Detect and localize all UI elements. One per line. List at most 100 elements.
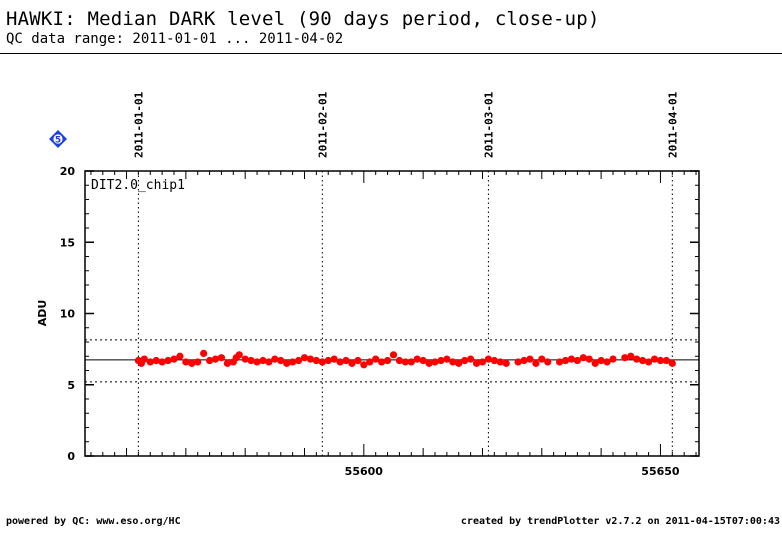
- y-tick-label: 5: [67, 379, 75, 392]
- data-point: [621, 354, 629, 362]
- data-point: [443, 355, 451, 363]
- data-point: [662, 356, 670, 365]
- data-point: [271, 355, 279, 363]
- data-point: [490, 356, 498, 365]
- data-point: [591, 359, 599, 367]
- data-point: [265, 358, 273, 366]
- header-rule: [0, 53, 782, 54]
- data-point: [241, 355, 249, 363]
- data-point: [223, 359, 231, 367]
- data-point: [668, 359, 676, 367]
- date-labels: 2011-01-01 2011-02-01 2011-03-01 2011-04-01: [132, 91, 679, 158]
- data-point: [585, 355, 593, 363]
- data-points: [134, 349, 676, 369]
- footer-created-by: created by trendPlotter v2.7.2 on 2011-0…: [460, 516, 780, 527]
- y-tick-label: 20: [60, 165, 76, 178]
- data-point: [312, 356, 320, 365]
- date-marker-label: 2011-01-01: [132, 91, 145, 158]
- data-point: [567, 355, 576, 363]
- data-point: [330, 355, 338, 363]
- data-point: [472, 359, 481, 367]
- data-point: [336, 358, 344, 366]
- data-point: [484, 355, 493, 363]
- data-point: [289, 358, 297, 366]
- data-point: [395, 356, 404, 365]
- data-point: [140, 355, 148, 363]
- x-tick-label: 55650: [641, 465, 680, 478]
- data-point: [324, 356, 332, 365]
- data-point: [425, 359, 433, 367]
- data-point: [579, 354, 587, 362]
- data-point: [354, 356, 362, 365]
- data-point: [372, 355, 380, 363]
- data-point: [235, 351, 243, 359]
- data-point: [544, 358, 552, 366]
- data-point: [478, 358, 487, 366]
- data-point: [431, 358, 439, 366]
- data-point: [152, 356, 160, 365]
- badge-number: 5: [55, 136, 61, 146]
- date-marker-label: 2011-02-01: [316, 91, 329, 158]
- date-marker-label: 2011-04-01: [666, 91, 679, 158]
- data-point: [419, 356, 427, 365]
- data-point: [413, 355, 421, 363]
- data-point: [526, 355, 534, 363]
- data-point: [496, 358, 504, 366]
- data-point: [455, 359, 463, 367]
- data-point: [158, 358, 166, 366]
- chart-title: HAWKI: Median DARK level (90 days period…: [6, 8, 600, 30]
- data-point: [205, 356, 214, 365]
- data-point: [170, 355, 178, 363]
- data-point: [253, 358, 261, 366]
- data-point: [200, 349, 208, 357]
- data-point: [342, 356, 350, 365]
- data-point: [633, 355, 641, 363]
- data-point: [532, 359, 540, 367]
- y-tick-label: 10: [60, 308, 76, 321]
- data-point: [461, 356, 469, 365]
- data-point: [644, 358, 653, 366]
- date-marker-label: 2011-03-01: [482, 91, 495, 158]
- data-point: [407, 358, 415, 366]
- data-point: [603, 358, 611, 366]
- data-range-subtitle: QC data range: 2011-01-01 ... 2011-04-02: [6, 31, 344, 47]
- data-point: [194, 358, 202, 366]
- data-point: [283, 359, 291, 367]
- y-tick-label: 0: [67, 450, 75, 463]
- axes: 0 5 10 15 20 55600 55650: [60, 165, 699, 478]
- data-point: [259, 356, 267, 365]
- data-point: [247, 356, 255, 365]
- data-point: [627, 352, 635, 360]
- data-point: [520, 356, 528, 365]
- data-point: [449, 358, 457, 366]
- y-tick-label: 15: [60, 236, 75, 249]
- data-point: [401, 358, 409, 366]
- data-point: [609, 355, 617, 363]
- y-axis-label: ADU: [36, 300, 49, 327]
- data-point: [514, 358, 522, 366]
- data-point: [164, 356, 172, 365]
- data-point: [360, 361, 368, 369]
- data-point: [294, 356, 303, 365]
- data-point: [366, 358, 374, 366]
- data-point: [597, 356, 605, 365]
- data-point: [383, 356, 392, 365]
- data-point: [467, 355, 475, 363]
- data-point: [656, 356, 665, 365]
- data-point: [639, 356, 647, 365]
- data-point: [300, 354, 309, 362]
- data-point: [538, 355, 546, 363]
- plot-frame: [84, 170, 700, 457]
- data-point: [306, 355, 315, 363]
- data-point: [389, 351, 398, 359]
- data-point: [318, 358, 326, 366]
- data-point: [561, 356, 570, 365]
- data-point: [502, 359, 510, 367]
- data-point: [650, 355, 659, 363]
- panel-label: DIT2.0_chip1: [91, 178, 185, 193]
- data-point: [188, 359, 196, 367]
- data-point: [378, 358, 386, 366]
- data-point: [437, 356, 445, 365]
- data-point: [573, 356, 581, 365]
- data-point: [211, 355, 220, 363]
